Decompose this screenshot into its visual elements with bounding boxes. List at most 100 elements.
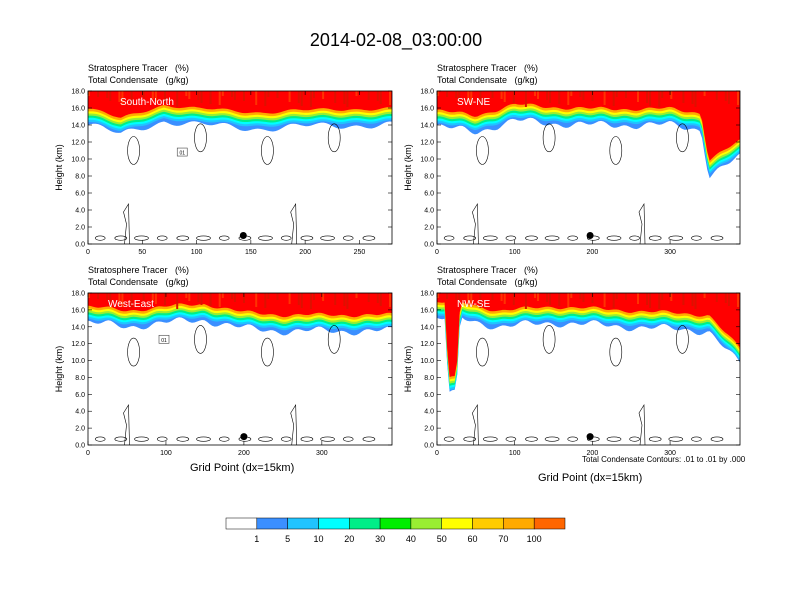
ytick-label: 12.0 xyxy=(71,341,85,348)
cirrus-contour xyxy=(676,123,689,153)
tracer-streak xyxy=(579,293,582,299)
low-cloud-contour xyxy=(94,436,106,442)
tracer-streak xyxy=(376,91,379,101)
panel3-title: Stratosphere Tracer (%) Total Condensate … xyxy=(88,264,189,288)
ytick-label: 0.0 xyxy=(75,443,85,450)
tracer-streak xyxy=(624,293,627,300)
tracer-field xyxy=(88,293,392,445)
ytick-label: 4.0 xyxy=(424,409,434,416)
tracer-streak xyxy=(355,293,358,298)
colorbar-segment xyxy=(379,517,412,530)
ytick-label: 12.0 xyxy=(71,140,85,147)
tracer-streak xyxy=(455,293,458,300)
tracer-streak xyxy=(267,293,270,299)
low-cloud-contour xyxy=(525,436,538,442)
cirrus-contour xyxy=(127,337,140,367)
cirrus-contour xyxy=(127,136,140,165)
condensate-contours xyxy=(94,325,376,445)
tracer-streak xyxy=(437,293,439,298)
ytick-label: 14.0 xyxy=(71,123,85,130)
ytick-label: 2.0 xyxy=(75,426,85,433)
tracer-streak xyxy=(255,293,258,307)
panel2-title-line1: Stratosphere Tracer (%) xyxy=(437,63,539,73)
tracer-streak xyxy=(233,293,236,302)
tracer-streak xyxy=(309,91,312,107)
tracer-streak xyxy=(218,293,221,307)
tracer-streak xyxy=(658,293,661,309)
tracer-streak xyxy=(276,293,279,300)
low-cloud-contour xyxy=(176,436,190,442)
ytick-label: 16.0 xyxy=(420,307,434,314)
panel-3: 0.0 2.0 4.0 6.0 8.0 10.0 12.0 14.0 16.0 18.0 0 100 2… xyxy=(54,291,393,457)
ytick-label: 18.0 xyxy=(71,291,85,298)
tracer-streak xyxy=(670,293,673,301)
low-cloud-contour xyxy=(505,436,517,442)
cirrus-contour xyxy=(676,325,689,354)
tracer-streak xyxy=(546,293,549,302)
xtick-label: 100 xyxy=(509,249,521,256)
tracer-streak xyxy=(727,91,730,104)
tracer-streak xyxy=(458,91,461,101)
colorbar-label: 60 xyxy=(468,534,478,544)
cirrus-contour xyxy=(261,136,274,165)
ytick-label: 14.0 xyxy=(420,123,434,130)
low-cloud-contour xyxy=(668,436,684,442)
tracer-streak xyxy=(288,91,291,102)
ytick-label: 16.0 xyxy=(71,106,85,113)
tracer-streak xyxy=(455,91,458,98)
cirrus-contour xyxy=(476,337,489,367)
cirrus-contour xyxy=(194,325,207,354)
xtick-label: 100 xyxy=(191,249,203,256)
ytick-label: 16.0 xyxy=(420,106,434,113)
tracer-streak xyxy=(88,293,90,298)
colorbar-segment xyxy=(410,517,442,530)
low-cloud-contour xyxy=(362,436,376,442)
low-cloud-contour xyxy=(258,436,273,442)
tracer-streak xyxy=(264,91,267,106)
xtick-label: 300 xyxy=(664,249,676,256)
tracer-streak xyxy=(109,91,112,101)
tracer-streak xyxy=(233,91,236,100)
tracer-streak xyxy=(646,293,649,305)
tracer-streak xyxy=(646,91,649,103)
colorbar-segment xyxy=(287,517,319,530)
panel3-title-line1: Stratosphere Tracer (%) xyxy=(88,265,190,275)
colorbar-label: 70 xyxy=(498,534,508,544)
tracer-streak xyxy=(661,91,664,98)
tracer-streak xyxy=(106,293,109,300)
tracer-streak xyxy=(376,293,379,303)
tracer-streak xyxy=(661,293,664,300)
colorbar-label: 30 xyxy=(375,534,385,544)
tracer-streak xyxy=(97,293,100,299)
low-cloud-contour xyxy=(606,235,622,241)
tracer-streak xyxy=(558,91,561,104)
ytick-label: 6.0 xyxy=(75,392,85,399)
panel1-title-line2: Total Condensate (g/kg) xyxy=(88,75,189,85)
tracer-streak xyxy=(154,91,157,102)
low-cloud-contour xyxy=(300,436,314,442)
tracer-field xyxy=(437,293,740,445)
low-cloud-contour xyxy=(629,235,640,241)
tracer-streak xyxy=(715,91,718,100)
tracer-streak xyxy=(118,91,121,102)
tracer-streak xyxy=(658,91,661,107)
location-marker xyxy=(240,433,248,441)
ytick-label: 18.0 xyxy=(420,291,434,298)
colorbar-segment xyxy=(349,517,381,530)
xtick-label: 200 xyxy=(587,450,599,457)
xtick-label: 300 xyxy=(664,450,676,457)
section-title: West-East xyxy=(108,299,154,310)
tracer-streak xyxy=(313,293,315,300)
convective-contour xyxy=(123,202,130,244)
ytick-label: 0.0 xyxy=(424,242,434,249)
panel2-title-line2: Total Condensate (g/kg) xyxy=(437,75,538,85)
tracer-streak xyxy=(649,91,652,106)
tracer-streak xyxy=(479,293,482,308)
location-marker xyxy=(586,232,594,239)
low-cloud-contour xyxy=(342,235,354,241)
tracer-band-5 xyxy=(437,293,740,384)
tracer-field xyxy=(437,91,740,244)
cirrus-contour xyxy=(194,123,207,153)
cirrus-contour xyxy=(609,136,623,165)
tracer-streak xyxy=(118,293,121,304)
